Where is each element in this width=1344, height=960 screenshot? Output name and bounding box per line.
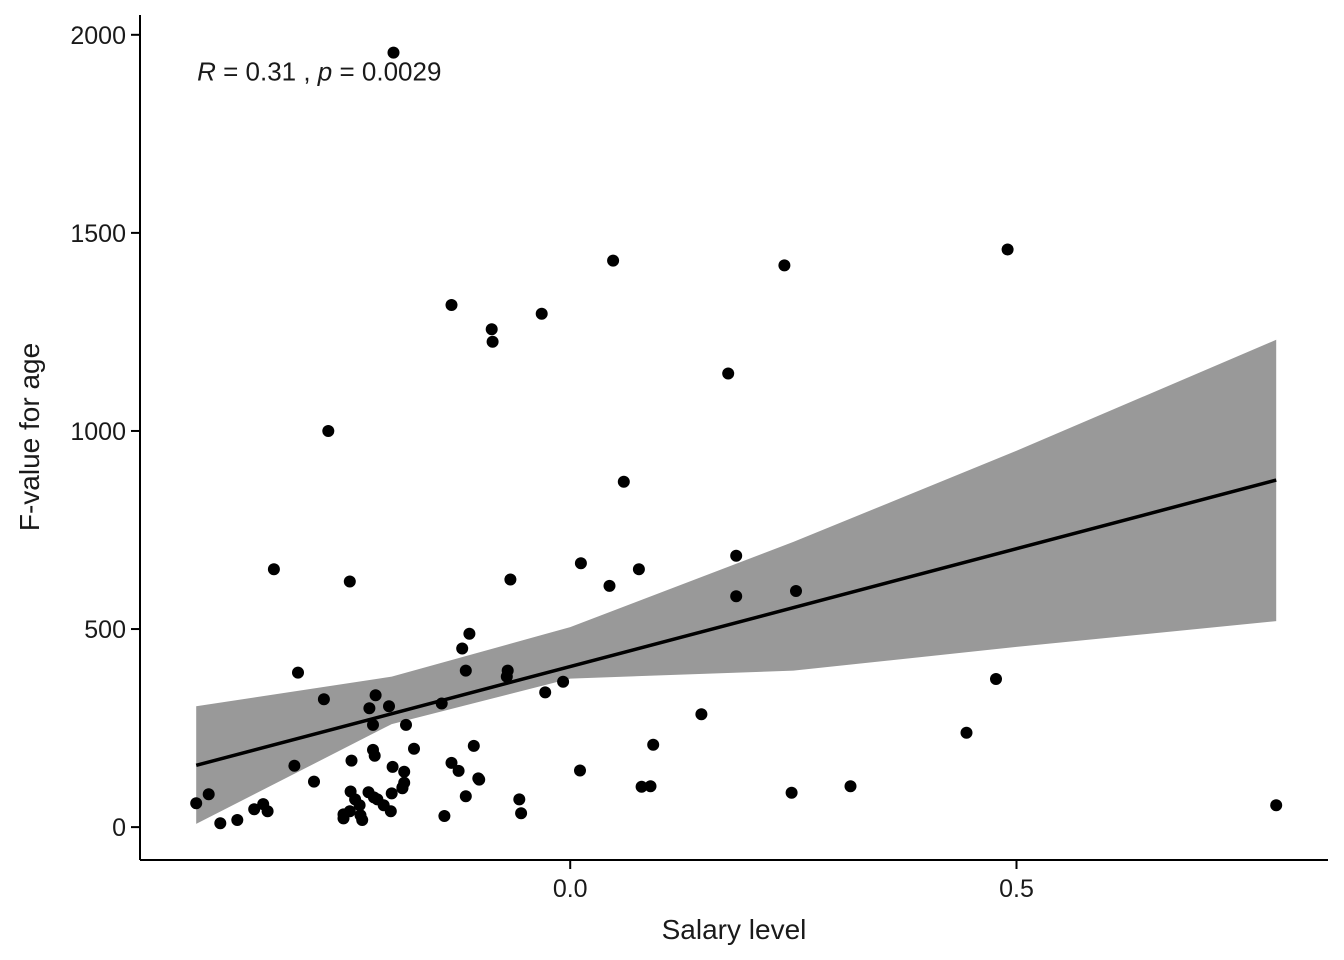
data-point — [473, 773, 486, 786]
data-point — [485, 323, 498, 336]
data-point — [501, 664, 514, 677]
data-point — [387, 46, 400, 59]
data-point — [617, 475, 630, 488]
data-point — [345, 754, 358, 767]
data-point — [317, 693, 330, 706]
data-point — [248, 803, 261, 816]
data-point — [790, 585, 802, 597]
data-point — [292, 666, 304, 679]
data-point — [363, 702, 376, 715]
data-point — [539, 686, 552, 699]
p-symbol: p — [317, 56, 332, 86]
p-value: = 0.0029 — [332, 56, 441, 86]
data-point — [486, 335, 499, 348]
data-point — [384, 805, 397, 818]
x-axis-title: Salary level — [662, 914, 807, 945]
data-point — [695, 708, 708, 721]
data-point — [635, 780, 648, 793]
data-point — [1270, 799, 1283, 812]
data-point — [557, 675, 570, 688]
data-point — [396, 781, 409, 794]
data-point — [515, 807, 528, 820]
data-point — [504, 573, 517, 586]
data-point — [368, 749, 381, 762]
data-point — [190, 797, 203, 810]
data-point — [356, 814, 369, 826]
data-point — [778, 259, 791, 272]
data-point — [288, 759, 301, 772]
data-point — [267, 563, 280, 576]
y-tick-label: 1000 — [70, 418, 126, 446]
y-tick-label: 1500 — [70, 220, 126, 248]
data-point — [367, 718, 379, 731]
data-point — [647, 738, 660, 751]
data-point — [337, 812, 350, 825]
data-point — [785, 786, 798, 799]
y-tick-label: 500 — [84, 616, 126, 644]
data-point — [607, 254, 620, 267]
data-point — [467, 739, 480, 752]
data-point — [722, 367, 735, 380]
data-point — [603, 579, 616, 592]
regression-line-layer — [195, 478, 1277, 768]
data-point — [261, 805, 274, 818]
data-point — [322, 425, 335, 437]
y-tick-label: 0 — [112, 814, 126, 842]
data-point — [452, 764, 465, 777]
data-point — [445, 756, 458, 769]
data-point — [408, 742, 420, 755]
data-point — [386, 760, 399, 773]
data-point — [231, 814, 244, 826]
data-point — [383, 700, 395, 713]
data-point — [990, 673, 1002, 685]
x-tick-label: 0.0 — [553, 875, 588, 903]
data-point — [1001, 243, 1014, 256]
y-axis-ticks: 0 500 1000 1500 2000 — [70, 22, 140, 842]
data-point — [308, 775, 320, 788]
data-points-layer — [190, 46, 1283, 830]
data-point — [513, 793, 526, 806]
regression-line — [195, 478, 1277, 768]
data-point — [844, 780, 857, 793]
confidence-band — [196, 339, 1277, 824]
data-point — [644, 780, 657, 793]
data-point — [463, 627, 476, 640]
data-point — [385, 787, 398, 800]
r-value: = 0.31 , — [216, 56, 318, 86]
data-point — [459, 664, 472, 677]
data-point — [202, 788, 215, 801]
data-point — [574, 557, 587, 570]
r-symbol: R — [197, 56, 216, 86]
y-axis-title: F-value for age — [14, 343, 45, 531]
data-point — [632, 563, 645, 576]
data-point — [343, 575, 356, 588]
data-point — [730, 590, 743, 603]
data-point — [214, 817, 227, 830]
y-tick-label: 2000 — [70, 22, 126, 50]
data-point — [398, 765, 411, 778]
data-point — [438, 810, 451, 822]
data-point — [960, 726, 973, 739]
data-point — [574, 764, 586, 777]
data-point — [445, 299, 458, 311]
confidence-band-layer — [196, 339, 1277, 824]
data-point — [369, 689, 382, 702]
data-point — [459, 790, 472, 803]
correlation-annotation: R = 0.31 , p = 0.0029 — [197, 56, 441, 86]
data-point — [435, 697, 448, 710]
data-point — [349, 793, 362, 806]
data-point — [535, 307, 548, 320]
x-axis-ticks: 0.0 0.5 — [553, 860, 1034, 903]
data-point — [400, 718, 412, 731]
data-point — [456, 642, 469, 655]
data-point — [730, 549, 743, 562]
x-tick-label: 0.5 — [999, 875, 1034, 903]
